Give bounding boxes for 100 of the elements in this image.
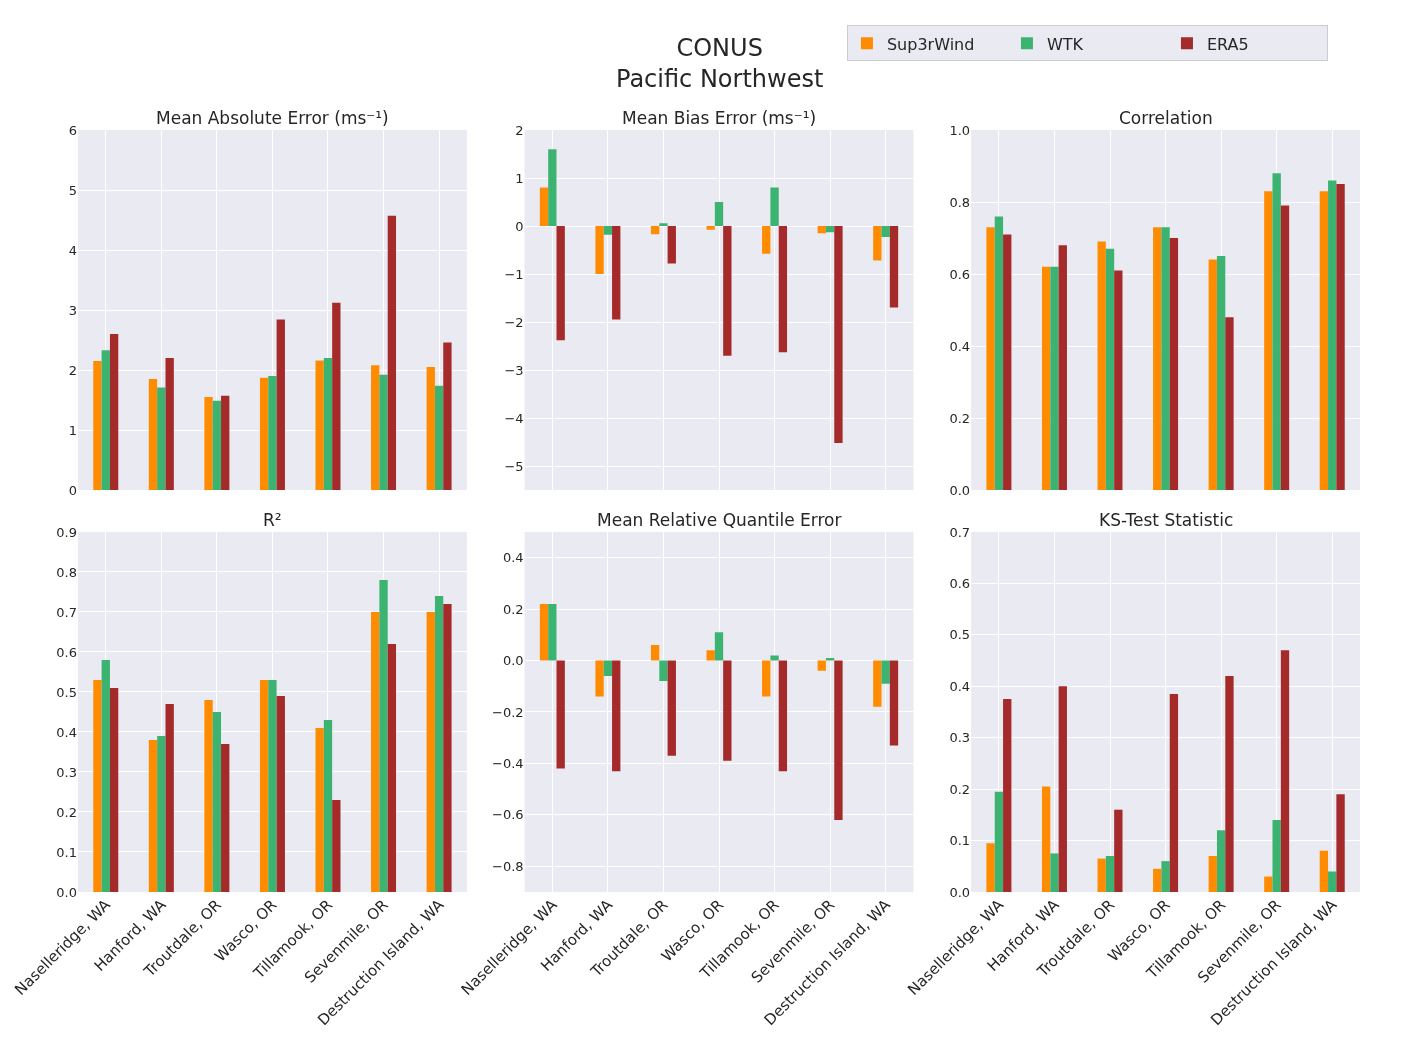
bar [204, 397, 213, 491]
bar [1058, 686, 1067, 892]
bar [612, 660, 621, 772]
y-tick-label: 4 [68, 242, 77, 258]
bar [221, 743, 230, 892]
bar [612, 226, 621, 320]
bar [595, 226, 604, 275]
bar [315, 727, 324, 892]
bar [101, 659, 110, 892]
bar [323, 719, 333, 892]
y-tick-label: 0.4 [949, 338, 971, 354]
bar [595, 660, 604, 697]
y-tick-label: 0.4 [949, 678, 971, 694]
bar [1264, 191, 1273, 491]
bar [825, 226, 835, 233]
bar [548, 149, 557, 227]
y-tick-label: 0.3 [949, 730, 971, 746]
bar [109, 687, 119, 892]
bar [1050, 266, 1059, 491]
bar [268, 376, 277, 491]
bar [873, 660, 882, 707]
bar [556, 226, 565, 341]
y-tick-label: 0.9 [56, 524, 77, 540]
bar [539, 187, 549, 227]
y-tick-label: −1 [504, 266, 524, 282]
bar [1105, 856, 1115, 892]
bar [332, 302, 341, 491]
y-tick-label: 2 [515, 122, 524, 138]
bar [315, 360, 324, 491]
bar [371, 611, 380, 892]
bar [834, 226, 843, 443]
bar [778, 226, 788, 353]
bar [539, 603, 549, 661]
bar [426, 367, 435, 491]
bar [1041, 786, 1051, 892]
bar [994, 216, 1004, 491]
y-tick-label: 0.6 [56, 644, 77, 660]
bar [650, 645, 660, 661]
bar [1280, 650, 1290, 892]
bar [1216, 256, 1226, 491]
y-tick-label: 0 [515, 218, 524, 234]
y-tick-label: 0.0 [949, 884, 971, 900]
y-tick-label: 0.2 [56, 804, 77, 820]
bar [881, 660, 890, 684]
legend-label: ERA5 [1206, 34, 1249, 54]
bar [1208, 856, 1217, 892]
bar [101, 350, 110, 491]
y-tick-label: 0.0 [949, 482, 971, 498]
y-tick-label: 0.6 [949, 266, 971, 282]
bar [1114, 270, 1123, 491]
bar [714, 202, 724, 227]
y-tick-label: 0.8 [949, 194, 971, 210]
y-tick-label: 0 [68, 482, 77, 498]
y-tick-label: 0.3 [56, 764, 77, 780]
bar [667, 660, 676, 756]
bar [387, 643, 397, 892]
bar [817, 660, 826, 671]
bar [276, 319, 285, 491]
bar [659, 660, 668, 682]
bar [1225, 675, 1234, 892]
bar [387, 215, 397, 491]
bar [148, 379, 158, 491]
bar [276, 695, 285, 892]
chart-title: Mean Bias Error (ms⁻¹) [622, 108, 817, 128]
y-tick-label: −0.2 [491, 704, 524, 720]
y-tick-label: 0.0 [56, 884, 77, 900]
bar [1105, 248, 1115, 491]
bar [889, 660, 899, 746]
bar [332, 799, 341, 892]
chart-title: KS-Test Statistic [1099, 510, 1234, 530]
bar [1169, 238, 1179, 491]
bar [723, 226, 732, 356]
y-tick-label: −0.4 [491, 755, 524, 771]
bar [762, 226, 771, 254]
bar [1328, 871, 1337, 892]
y-tick-label: 5 [68, 182, 77, 198]
bar [1097, 241, 1106, 491]
bar [825, 657, 835, 661]
bar [659, 223, 668, 227]
bar [1225, 317, 1234, 491]
y-tick-label: 0.6 [949, 575, 971, 591]
bar [1114, 809, 1123, 892]
bar [443, 603, 452, 892]
bar [1319, 191, 1329, 491]
bar [204, 699, 213, 892]
bar [881, 226, 890, 238]
y-tick-label: 0.7 [56, 604, 77, 620]
bar [221, 395, 230, 491]
bar [1319, 850, 1329, 892]
y-tick-label: 0.1 [949, 833, 971, 849]
y-tick-label: 1 [68, 422, 77, 438]
y-tick-label: −4 [504, 410, 524, 426]
bar [650, 226, 660, 235]
y-tick-label: −0.6 [491, 807, 524, 823]
bar [109, 334, 119, 491]
bar [1264, 876, 1273, 892]
bar [778, 660, 788, 772]
bar [556, 660, 565, 769]
bar [1280, 205, 1290, 491]
y-tick-label: −3 [504, 362, 524, 378]
